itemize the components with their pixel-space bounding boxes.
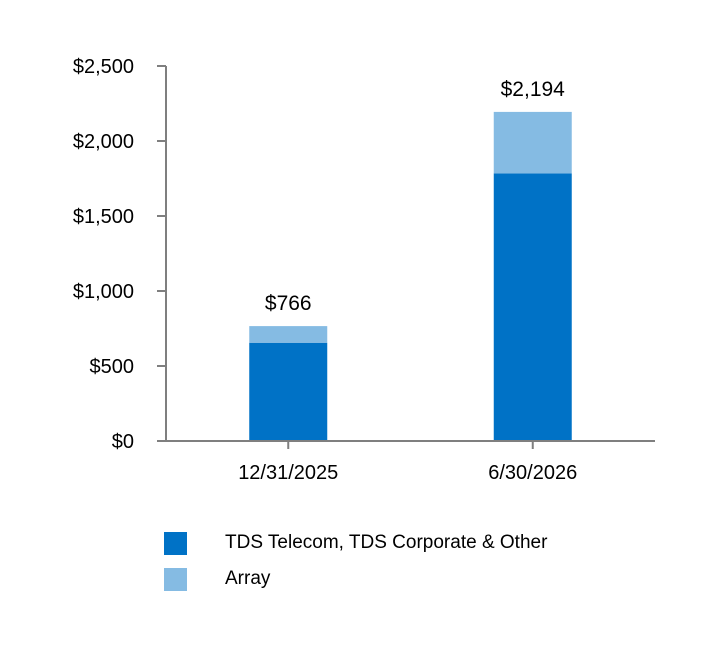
y-tick-label: $0 bbox=[112, 431, 134, 453]
y-tick-label: $2,000 bbox=[73, 131, 134, 153]
y-tick-label: $2,500 bbox=[73, 56, 134, 78]
y-axis: $0 $500 $1,000 $1,500 $2,000 $2,500 bbox=[73, 56, 167, 453]
legend-swatch-array bbox=[164, 567, 187, 591]
legend-swatch-telecom bbox=[164, 531, 187, 555]
bar-segment bbox=[249, 342, 328, 441]
legend-item-array: Array bbox=[164, 561, 547, 597]
bar-chart: $0 $500 $1,000 $1,500 $2,000 $2,500 $766 $2,19… bbox=[73, 56, 655, 484]
bars bbox=[249, 111, 572, 441]
y-tick-label: $1,500 bbox=[73, 206, 134, 228]
bar-segment bbox=[493, 173, 572, 441]
legend: TDS Telecom, TDS Corporate & Other Array bbox=[164, 525, 547, 597]
bar-segment bbox=[249, 326, 328, 343]
bar-totals: $766 $2,194 bbox=[265, 78, 565, 315]
x-tick-label: 12/31/2025 bbox=[238, 462, 338, 484]
legend-label-array: Array bbox=[225, 568, 271, 589]
bar-total-label: $2,194 bbox=[501, 78, 566, 101]
bar-total-label: $766 bbox=[265, 292, 312, 315]
x-axis: 12/31/2025 6/30/2026 bbox=[166, 440, 655, 484]
y-tick-label: $500 bbox=[90, 356, 135, 378]
legend-item-telecom: TDS Telecom, TDS Corporate & Other bbox=[164, 525, 547, 561]
x-tick-label: 6/30/2026 bbox=[488, 462, 577, 484]
legend-label-telecom: TDS Telecom, TDS Corporate & Other bbox=[225, 532, 548, 553]
bar-segment bbox=[493, 111, 572, 174]
y-tick-label: $1,000 bbox=[73, 281, 134, 303]
